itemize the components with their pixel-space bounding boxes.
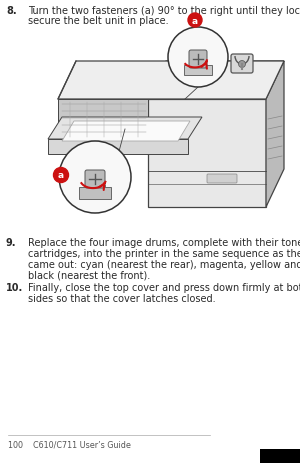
Circle shape xyxy=(188,14,202,28)
Polygon shape xyxy=(48,140,188,155)
Text: 9.: 9. xyxy=(6,238,16,247)
Polygon shape xyxy=(48,118,202,140)
FancyBboxPatch shape xyxy=(148,100,266,207)
FancyBboxPatch shape xyxy=(85,171,105,188)
FancyBboxPatch shape xyxy=(231,55,253,74)
FancyBboxPatch shape xyxy=(207,175,237,184)
Text: Turn the two fasteners (a) 90° to the right until they lock. This will: Turn the two fasteners (a) 90° to the ri… xyxy=(28,6,300,16)
Text: a: a xyxy=(192,17,198,25)
Polygon shape xyxy=(85,186,105,188)
Polygon shape xyxy=(184,66,212,76)
Polygon shape xyxy=(266,62,284,207)
Text: secure the belt unit in place.: secure the belt unit in place. xyxy=(28,17,169,26)
Polygon shape xyxy=(58,62,284,100)
Polygon shape xyxy=(58,100,148,140)
Text: Finally, close the top cover and press down firmly at both: Finally, close the top cover and press d… xyxy=(28,283,300,293)
Text: 100    C610/C711 User’s Guide: 100 C610/C711 User’s Guide xyxy=(8,440,131,449)
Polygon shape xyxy=(148,62,284,100)
Polygon shape xyxy=(62,122,190,142)
Text: a: a xyxy=(58,171,64,180)
Text: 8.: 8. xyxy=(6,6,16,16)
Circle shape xyxy=(59,142,131,213)
Polygon shape xyxy=(79,188,111,200)
Circle shape xyxy=(53,168,68,183)
Text: cartridges, into the printer in the same sequence as they: cartridges, into the printer in the same… xyxy=(28,248,300,258)
Circle shape xyxy=(168,28,228,88)
Text: Replace the four image drums, complete with their toner: Replace the four image drums, complete w… xyxy=(28,238,300,247)
FancyBboxPatch shape xyxy=(189,51,207,69)
Circle shape xyxy=(238,62,245,69)
FancyBboxPatch shape xyxy=(260,449,300,463)
Text: black (nearest the front).: black (nearest the front). xyxy=(28,270,150,280)
Text: came out: cyan (nearest the rear), magenta, yellow and: came out: cyan (nearest the rear), magen… xyxy=(28,259,300,269)
Text: sides so that the cover latches closed.: sides so that the cover latches closed. xyxy=(28,294,216,304)
Text: 10.: 10. xyxy=(6,283,23,293)
